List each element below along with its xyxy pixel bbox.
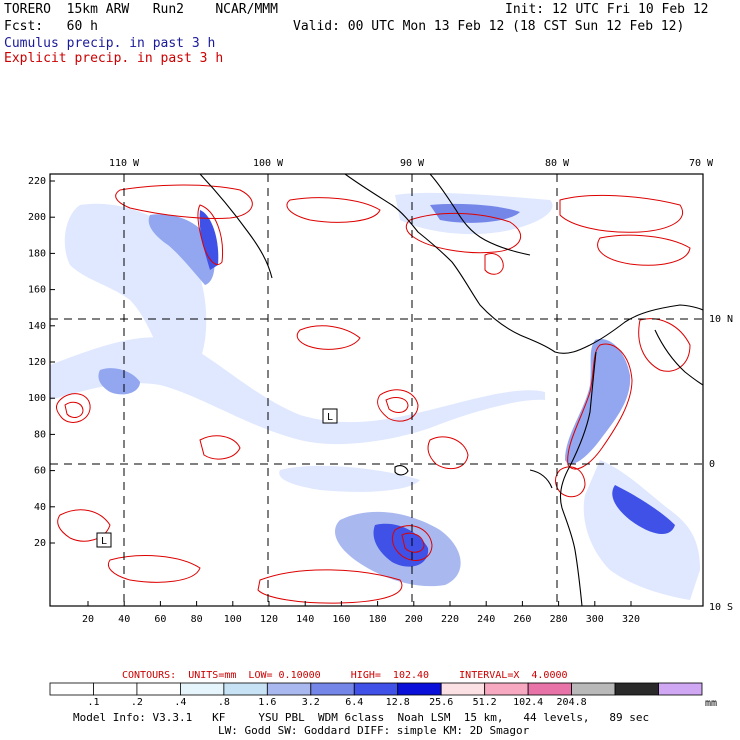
x-tick-label: 60 bbox=[154, 614, 166, 625]
colorbar-label: 25.6 bbox=[429, 697, 453, 708]
low-marker-label: L bbox=[327, 412, 333, 423]
forecast-hour: Fcst: 60 h bbox=[4, 19, 98, 34]
lat-label-0: 0 bbox=[709, 459, 715, 470]
valid-time: Valid: 00 UTC Mon 13 Feb 12 (18 CST Sun … bbox=[293, 19, 685, 34]
x-tick-label: 320 bbox=[622, 614, 640, 625]
init-time: Init: 12 UTC Fri 10 Feb 12 bbox=[505, 2, 709, 17]
y-tick-label: 40 bbox=[34, 502, 46, 513]
y-tick-label: 220 bbox=[28, 176, 46, 187]
colorbar-swatch bbox=[93, 682, 138, 696]
low-marker-box bbox=[322, 408, 338, 424]
x-tick-label: 280 bbox=[550, 614, 568, 625]
x-tick-label: 20 bbox=[82, 614, 94, 625]
colorbar-swatch bbox=[484, 682, 529, 696]
lon-label-80w: 80 W bbox=[545, 158, 570, 169]
y-tick-label: 200 bbox=[28, 212, 46, 223]
colorbar-label: 204.8 bbox=[557, 697, 587, 708]
lon-label-90w: 90 W bbox=[400, 158, 425, 169]
lat-lon-graticule bbox=[50, 174, 703, 606]
colorbar-swatch bbox=[527, 682, 573, 696]
x-tick-label: 140 bbox=[296, 614, 314, 625]
x-tick-label: 80 bbox=[191, 614, 203, 625]
low-pressure-markers: L L bbox=[96, 408, 338, 548]
colorbar-label: 1.6 bbox=[258, 697, 276, 708]
x-tick-label: 240 bbox=[477, 614, 495, 625]
lat-label-10s: 10 S bbox=[709, 602, 733, 613]
colorbar-swatch bbox=[136, 682, 181, 696]
low-marker-label: L bbox=[101, 536, 107, 547]
y-tick-label: 100 bbox=[28, 393, 46, 404]
colorbar-label: .8 bbox=[218, 697, 230, 708]
x-tick-label: 40 bbox=[118, 614, 130, 625]
x-tick-label: 180 bbox=[369, 614, 387, 625]
axis-ticks bbox=[50, 180, 632, 606]
colorbar-label: 3.2 bbox=[302, 697, 320, 708]
colorbar-unit: mm bbox=[705, 698, 717, 709]
lon-label-110w: 110 W bbox=[109, 158, 140, 169]
y-tick-label: 160 bbox=[28, 285, 46, 296]
x-tick-label: 160 bbox=[332, 614, 350, 625]
contour-info: CONTOURS: UNITS=mm LOW= 0.10000 HIGH= 10… bbox=[122, 670, 568, 681]
colorbar-label: .2 bbox=[131, 697, 143, 708]
x-tick-label: 100 bbox=[224, 614, 242, 625]
lat-label-10n: 10 N bbox=[709, 314, 733, 325]
lon-label-100w: 100 W bbox=[253, 158, 284, 169]
y-tick-label: 60 bbox=[34, 466, 46, 477]
colorbar-swatch bbox=[223, 682, 268, 696]
legend-explicit-precip: Explicit precip. in past 3 h bbox=[4, 51, 224, 66]
colorbar-swatch bbox=[49, 682, 94, 696]
colorbar-swatch bbox=[266, 682, 312, 696]
colorbar-swatch bbox=[614, 682, 659, 696]
coastlines bbox=[199, 174, 703, 606]
x-tick-label: 260 bbox=[513, 614, 531, 625]
y-tick-label: 120 bbox=[28, 357, 46, 368]
colorbar-swatch bbox=[179, 682, 225, 696]
colorbar-swatch bbox=[353, 682, 399, 696]
colorbar-swatch bbox=[440, 682, 486, 696]
precip-colorbar bbox=[49, 682, 703, 696]
colorbar-label: 102.4 bbox=[513, 697, 543, 708]
colorbar-swatch bbox=[571, 682, 616, 696]
x-tick-label: 200 bbox=[405, 614, 423, 625]
colorbar-swatch bbox=[310, 682, 355, 696]
x-tick-label: 300 bbox=[586, 614, 604, 625]
model-run-title: TORERO 15km ARW Run2 NCAR/MMM bbox=[4, 2, 278, 17]
model-info: Model Info: V3.3.1 KF YSU PBL WDM 6class… bbox=[73, 711, 650, 724]
colorbar-swatch bbox=[658, 682, 703, 696]
y-tick-label: 180 bbox=[28, 248, 46, 259]
colorbar-label: 51.2 bbox=[473, 697, 497, 708]
low-marker-box bbox=[96, 532, 112, 548]
cumulus-precip-shading bbox=[50, 192, 700, 600]
colorbar-label: 12.8 bbox=[386, 697, 410, 708]
x-tick-label: 220 bbox=[441, 614, 459, 625]
colorbar-label: .1 bbox=[87, 697, 99, 708]
explicit-precip-contours bbox=[56, 184, 691, 604]
y-tick-label: 140 bbox=[28, 321, 46, 332]
map-frame bbox=[49, 173, 704, 607]
y-tick-label: 20 bbox=[34, 538, 46, 549]
lon-label-70w: 70 W bbox=[689, 158, 714, 169]
legend-cumulus-precip: Cumulus precip. in past 3 h bbox=[4, 36, 216, 51]
colorbar-label: .4 bbox=[174, 697, 186, 708]
y-tick-label: 80 bbox=[34, 429, 46, 440]
physics-info: LW: Godd SW: Goddard DIFF: simple KM: 2D… bbox=[218, 724, 530, 737]
colorbar-label: 6.4 bbox=[345, 697, 363, 708]
x-tick-label: 120 bbox=[260, 614, 278, 625]
colorbar-swatch bbox=[397, 682, 442, 696]
